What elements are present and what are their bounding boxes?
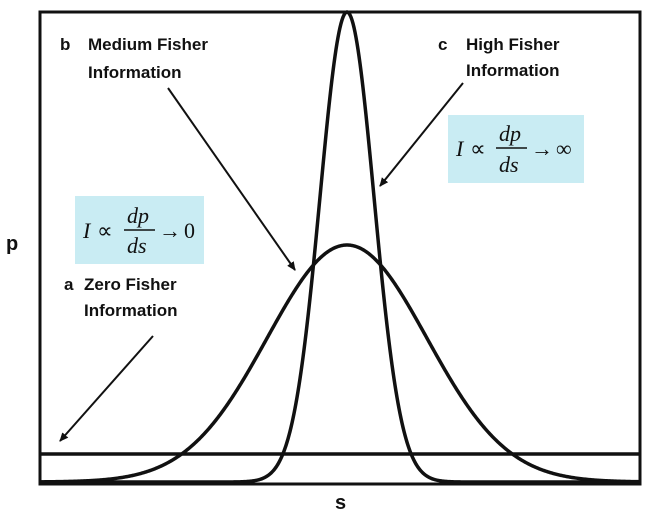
formula-high-limit: ∞	[556, 136, 572, 161]
annotation-b-letter: b	[60, 35, 70, 54]
formula-zero-numerator: dp	[127, 203, 149, 228]
formula-zero-arrow: →	[159, 218, 181, 243]
formula-zero-prop: ∝	[97, 218, 113, 243]
annotation-c-letter: c	[438, 35, 447, 54]
formula-zero-lhs: I	[82, 218, 92, 243]
annotation-c-line2: Information	[466, 61, 560, 80]
annotation-b-line1: Medium Fisher	[88, 35, 208, 54]
formula-high-fisher: I ∝ dp ds → ∞	[448, 115, 584, 183]
annotation-a-line2: Information	[84, 301, 178, 320]
curve-medium-fisher	[39, 243, 641, 484]
formula-zero-denominator: ds	[127, 233, 147, 258]
formula-high-denominator: ds	[499, 152, 519, 177]
formula-high-background	[448, 115, 584, 183]
x-axis-label: s	[335, 492, 346, 509]
annotation-c-arrow	[379, 82, 464, 187]
annotation-b-arrow	[167, 87, 296, 271]
curve-high-fisher	[40, 10, 640, 484]
annotation-c-line1: High Fisher	[466, 35, 560, 54]
plot-frame	[38, 10, 642, 486]
formula-high-numerator: dp	[499, 121, 521, 146]
annotation-a-arrow	[59, 335, 154, 442]
formula-high-arrow: →	[531, 136, 553, 161]
formula-zero-fisher: I ∝ dp ds → 0	[75, 196, 204, 264]
annotation-a-line1: Zero Fisher	[84, 275, 177, 294]
formula-zero-limit: 0	[184, 218, 195, 243]
formula-high-lhs: I	[455, 136, 465, 161]
y-axis-label: p	[6, 233, 18, 255]
annotation-a-letter: a	[64, 275, 74, 294]
annotation-b-line2: Information	[88, 63, 182, 82]
formula-high-prop: ∝	[470, 136, 486, 161]
